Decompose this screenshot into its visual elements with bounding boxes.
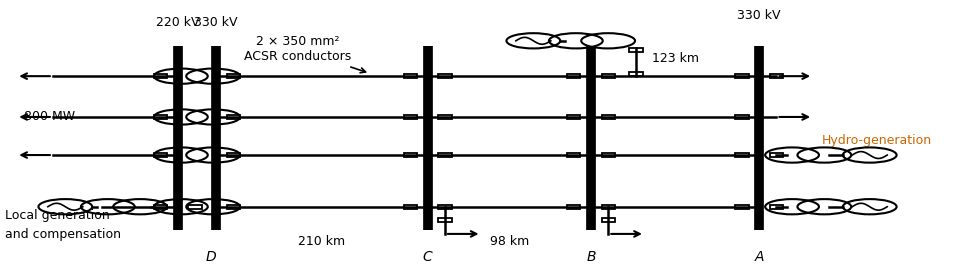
Bar (438, 218, 452, 222)
Bar (404, 205, 417, 209)
Text: 330 kV: 330 kV (737, 9, 781, 22)
Text: D: D (206, 250, 217, 264)
Text: Local generation: Local generation (5, 209, 110, 222)
Bar (770, 153, 783, 157)
Bar (629, 48, 643, 52)
Bar (567, 74, 580, 78)
Bar (567, 115, 580, 119)
Bar (602, 74, 615, 78)
Bar (602, 153, 615, 157)
Text: and compensation: and compensation (5, 228, 121, 241)
Bar (227, 115, 240, 119)
Bar (438, 205, 452, 209)
Bar (629, 72, 643, 76)
Text: 2 × 350 mm²
ACSR conductors: 2 × 350 mm² ACSR conductors (244, 35, 365, 73)
Text: 220 kV: 220 kV (156, 16, 200, 29)
Bar (770, 205, 783, 209)
Bar (154, 205, 167, 209)
Text: Hydro-generation: Hydro-generation (822, 134, 932, 147)
Bar (438, 115, 452, 119)
Text: 210 km: 210 km (298, 234, 346, 248)
Text: 98 km: 98 km (490, 234, 529, 248)
Bar (404, 74, 417, 78)
Bar (735, 153, 749, 157)
Text: 330 kV: 330 kV (194, 16, 238, 29)
Text: 123 km: 123 km (652, 52, 699, 65)
Bar (227, 205, 240, 209)
Text: 800 MW: 800 MW (24, 110, 75, 123)
Bar (188, 205, 202, 209)
Bar (567, 153, 580, 157)
Text: B: B (586, 250, 596, 264)
Bar (227, 153, 240, 157)
Bar (770, 74, 783, 78)
Text: A: A (754, 250, 764, 264)
Bar (602, 205, 615, 209)
Bar (735, 205, 749, 209)
Bar (438, 74, 452, 78)
Text: C: C (423, 250, 432, 264)
Bar (735, 115, 749, 119)
Bar (154, 74, 167, 78)
Bar (567, 205, 580, 209)
Bar (404, 115, 417, 119)
Bar (602, 218, 615, 222)
Bar (227, 74, 240, 78)
Bar (404, 153, 417, 157)
Bar (735, 74, 749, 78)
Bar (154, 153, 167, 157)
Bar (154, 115, 167, 119)
Bar (602, 115, 615, 119)
Bar (438, 153, 452, 157)
